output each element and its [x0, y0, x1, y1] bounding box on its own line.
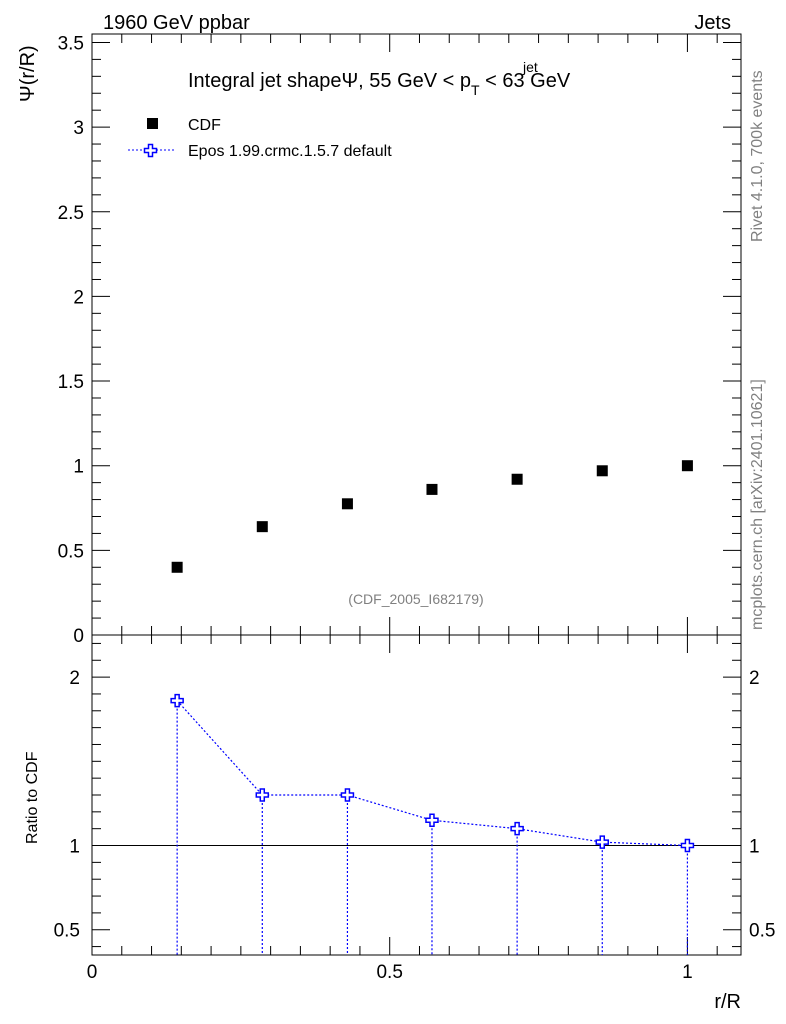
y-tick-label: 2.5	[58, 203, 84, 224]
ratio-y-tick-label-left: 2	[69, 668, 80, 689]
ratio-axis-ticks: 0.5 0.5 1 1 2 2	[54, 642, 775, 948]
epos-point	[340, 788, 355, 802]
cdf-point	[256, 521, 268, 533]
cdf-data-points	[171, 460, 693, 573]
x-tick-label: 0	[87, 962, 98, 983]
main-ylabel: Ψ(r/R)	[17, 45, 39, 102]
x-tick-label: 1	[682, 962, 693, 983]
y-tick-label: 3.5	[58, 33, 84, 54]
epos-point	[425, 813, 439, 828]
y-tick-label: 1.5	[58, 372, 84, 393]
y-tick-label: 2	[73, 287, 84, 308]
main-title: Integral jet shapeΨ, 55 GeV < pT < 63 Ge…	[188, 70, 571, 98]
cdf-point	[426, 483, 438, 495]
legend: CDF Epos 1.99.crmc.1.5.7 default	[128, 117, 392, 160]
main-title-tail: < 63 GeV	[480, 70, 571, 92]
x-axis-ticks: 0 0.5 1	[87, 34, 718, 983]
rivet-version-text: Rivet 4.1.0, 700k events	[749, 70, 766, 242]
header-right: Jets	[694, 12, 731, 34]
epos-point	[595, 835, 610, 849]
legend-cdf-marker	[147, 118, 158, 129]
cdf-point	[681, 460, 693, 472]
y-tick-label: 0.5	[58, 541, 84, 562]
y-tick-label: 0	[73, 626, 84, 647]
ratio-y-tick-label-left: 1	[69, 837, 80, 858]
ratio-y-tick-label-right: 0.5	[749, 921, 775, 942]
x-tick-label: 0.5	[376, 962, 402, 983]
ratio-panel-frame	[91, 634, 742, 956]
y-tick-label: 1	[73, 457, 84, 478]
main-title-sup: jet	[522, 59, 538, 75]
legend-epos-label: Epos 1.99.crmc.1.5.7 default	[188, 143, 392, 160]
epos-point	[680, 838, 695, 853]
epos-point	[510, 821, 524, 836]
cdf-point	[171, 561, 183, 573]
analysis-tag: (CDF_2005_I682179)	[348, 591, 483, 607]
cdf-point	[511, 473, 523, 485]
x-axis-label: r/R	[714, 991, 741, 1013]
main-axis-ticks: 0 0.5 1 1.5 2 2.5 3 3.5	[58, 33, 741, 647]
ratio-y-tick-label-left: 0.5	[54, 921, 80, 942]
legend-cdf-label: CDF	[188, 117, 221, 134]
header-left: 1960 GeV ppbar	[103, 12, 250, 34]
epos-point	[255, 788, 270, 802]
main-title-main: Integral jet shapeΨ, 55 GeV < p	[188, 70, 471, 92]
ratio-y-tick-label-right: 1	[749, 837, 760, 858]
main-title-sub: T	[471, 82, 480, 98]
legend-epos-marker	[143, 143, 158, 158]
epos-point	[170, 693, 184, 708]
epos-ratio-series	[170, 693, 695, 955]
mcplots-text: mcplots.cern.ch [arXiv:2401.10621]	[749, 379, 766, 630]
y-tick-label: 3	[73, 118, 84, 139]
ratio-y-tick-label-right: 2	[749, 668, 760, 689]
cdf-point	[341, 498, 353, 510]
ratio-ylabel: Ratio to CDF	[24, 751, 41, 844]
cdf-point	[596, 465, 608, 477]
